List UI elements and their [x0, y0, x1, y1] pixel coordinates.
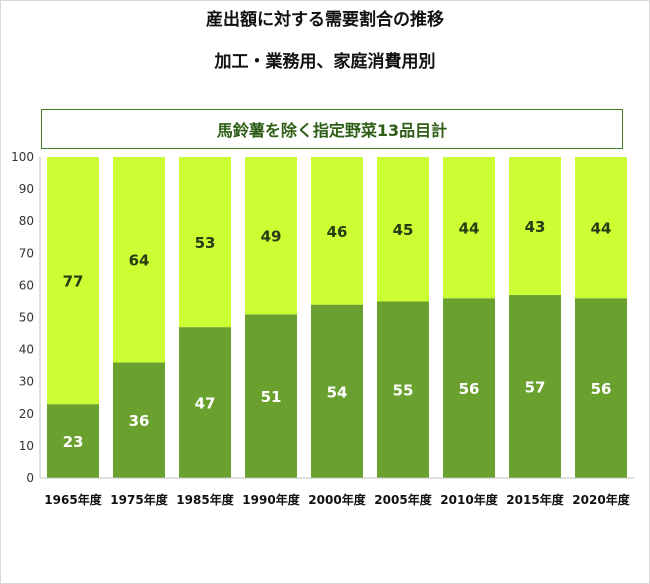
- data-label: 77: [63, 273, 84, 291]
- y-tick-label: 40: [19, 343, 34, 357]
- data-label: 44: [459, 220, 480, 238]
- x-tick-label: 2010年度: [440, 492, 498, 507]
- chart-annotation-box: 馬鈴薯を除く指定野菜13品目計: [41, 109, 623, 149]
- bar-segment: [47, 157, 99, 405]
- x-tick-label: 2015年度: [506, 492, 564, 507]
- data-label: 51: [261, 388, 282, 406]
- x-tick-label: 2005年度: [374, 492, 432, 507]
- bar-segment: [179, 327, 231, 478]
- y-tick-label: 20: [19, 407, 34, 421]
- chart-subtitle: 加工・業務用、家庭消費用別: [214, 52, 436, 72]
- y-tick-label: 80: [19, 214, 34, 228]
- bar-segment: [509, 295, 561, 478]
- data-label: 44: [591, 220, 612, 238]
- x-tick-label: 1965年度: [44, 492, 102, 507]
- data-label: 54: [327, 383, 348, 401]
- bar-segment: [509, 157, 561, 296]
- data-label: 55: [393, 382, 414, 400]
- bar-segment: [575, 157, 627, 299]
- y-tick-label: 70: [19, 246, 34, 260]
- bar-segment: [575, 298, 627, 478]
- data-label: 23: [63, 433, 84, 451]
- y-tick-label: 50: [19, 311, 34, 325]
- data-label: 43: [525, 218, 546, 236]
- chart-title: 産出額に対する需要割合の推移: [206, 10, 444, 30]
- x-tick-label: 2000年度: [308, 492, 366, 507]
- y-tick-label: 60: [19, 278, 34, 292]
- data-label: 56: [459, 380, 480, 398]
- x-tick-label: 1985年度: [176, 492, 234, 507]
- bar-segment: [47, 404, 99, 478]
- bar-segment: [113, 362, 165, 478]
- bar-segment: [113, 157, 165, 363]
- y-tick-label: 90: [19, 182, 34, 196]
- bar-segment: [311, 304, 363, 478]
- data-label: 45: [393, 221, 414, 239]
- data-label: 49: [261, 228, 282, 246]
- data-label: 57: [525, 379, 546, 397]
- bar-segment: [377, 157, 429, 302]
- bar-segment: [245, 314, 297, 478]
- bar-segment: [245, 157, 297, 315]
- data-label: 53: [195, 234, 216, 252]
- bar-segment: [311, 157, 363, 305]
- chart-annotation: 馬鈴薯を除く指定野菜13品目計: [216, 121, 448, 140]
- data-label: 47: [195, 395, 216, 413]
- data-label: 46: [327, 223, 348, 241]
- data-label: 64: [129, 252, 150, 270]
- x-tick-label: 1990年度: [242, 492, 300, 507]
- x-tick-label: 1975年度: [110, 492, 168, 507]
- y-tick-label: 10: [19, 439, 34, 453]
- data-label: 36: [129, 412, 150, 430]
- x-tick-label: 2020年度: [572, 492, 630, 507]
- data-label: 56: [591, 380, 612, 398]
- y-tick-label: 100: [11, 150, 34, 164]
- bar-segment: [377, 301, 429, 478]
- y-tick-label: 0: [26, 471, 34, 485]
- bar-segment: [443, 298, 495, 478]
- bar-segment: [443, 157, 495, 299]
- bar-segment: [179, 157, 231, 328]
- y-tick-label: 30: [19, 375, 34, 389]
